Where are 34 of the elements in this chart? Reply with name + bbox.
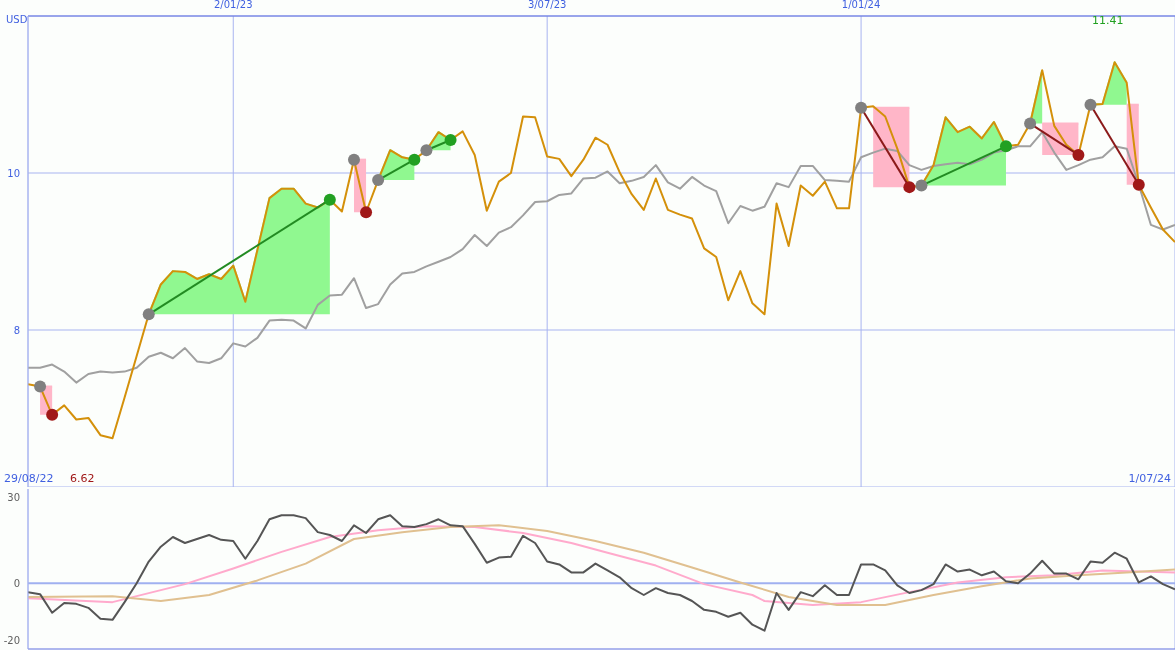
point [855, 101, 868, 114]
line-series [28, 514, 1175, 632]
point [360, 206, 373, 219]
line-series [28, 61, 1175, 440]
point [408, 153, 421, 166]
point [323, 193, 336, 206]
point [444, 134, 457, 147]
line-series [28, 131, 1175, 384]
y-tick-label: 30 [7, 492, 20, 504]
point [903, 181, 916, 194]
point [1072, 148, 1085, 161]
y-tick-label: 10 [7, 167, 20, 179]
annotation: 6.62 [70, 472, 95, 485]
annotation: 1/07/24 [1128, 472, 1171, 485]
point [1132, 178, 1145, 191]
point [372, 174, 385, 187]
point [142, 308, 155, 321]
y-axis-title: USD [6, 14, 28, 25]
y-tick-label: -20 [3, 634, 20, 646]
y-tick-label: 8 [13, 324, 20, 336]
annotation: 11.41 [1092, 14, 1124, 27]
point [1084, 98, 1097, 111]
point [46, 408, 59, 421]
point [347, 153, 360, 166]
x-tick-label: 3/07/23 [527, 0, 567, 10]
point [999, 140, 1012, 153]
x-tick-label: 2/01/23 [213, 0, 253, 10]
annotation: 29/08/22 [4, 472, 54, 485]
point [34, 380, 47, 393]
x-tick-label: 1/01/24 [841, 0, 881, 10]
y-tick-label: 0 [13, 577, 20, 589]
point [915, 179, 928, 192]
point [1024, 117, 1037, 130]
point [420, 144, 433, 157]
